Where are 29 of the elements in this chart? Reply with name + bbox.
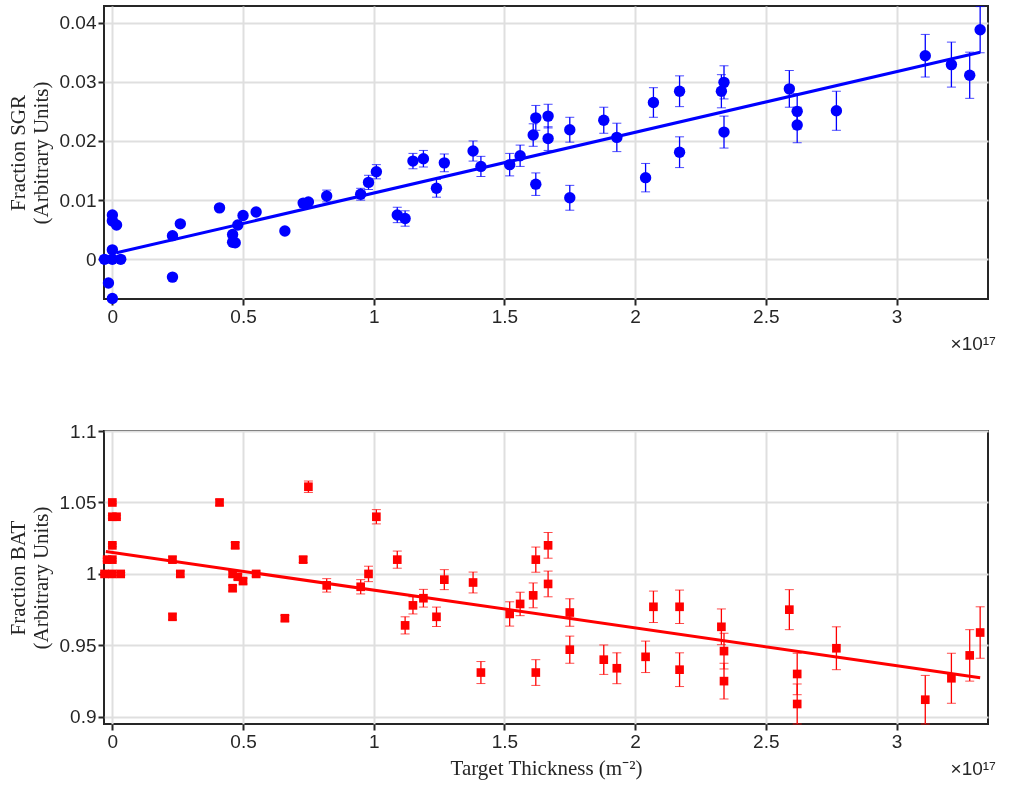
x-tick-label: 1 xyxy=(368,305,380,327)
y-axis-title: Fraction SGR (Arbitrary Units) xyxy=(5,81,53,225)
x-tick-label: 2 xyxy=(630,730,641,752)
y-tick-label: 0 xyxy=(85,248,97,270)
x-tick-label: 2 xyxy=(630,305,641,327)
y-tick-label: 1 xyxy=(85,563,97,585)
x-tick-label: 1 xyxy=(368,730,380,752)
x-axis-title: Target Thickness (m⁻²) xyxy=(450,755,643,780)
y-tick-label: 0.9 xyxy=(70,706,97,728)
x-tick-label: 2.5 xyxy=(753,305,780,327)
x-tick-label: 3 xyxy=(891,730,903,752)
x-tick-label: 1.5 xyxy=(491,730,519,752)
y-tick-label: 0.95 xyxy=(59,634,97,656)
x-tick-label: 1.5 xyxy=(491,305,519,327)
y-tick-label: 0.03 xyxy=(59,71,97,93)
x-tick-label: 0 xyxy=(107,305,119,327)
x-tick-label: 0.5 xyxy=(230,305,257,327)
y-tick-label: 0.04 xyxy=(59,12,97,34)
x-tick-label: 0 xyxy=(107,730,119,752)
text: ×10¹⁷ xyxy=(950,333,997,354)
y-tick-label: 1.05 xyxy=(59,491,97,513)
x-tick-label: 2.5 xyxy=(753,730,780,752)
y-tick-label: 0.01 xyxy=(59,189,97,211)
x-tick-label: 0.5 xyxy=(230,730,257,752)
y-tick-label: 1.1 xyxy=(70,420,97,442)
y-axis-title: Fraction BAT (Arbitrary Units) xyxy=(5,506,53,650)
y-tick-label: 0.02 xyxy=(59,130,97,152)
text: ×10¹⁷ xyxy=(950,758,997,779)
x-tick-label: 3 xyxy=(891,305,903,327)
